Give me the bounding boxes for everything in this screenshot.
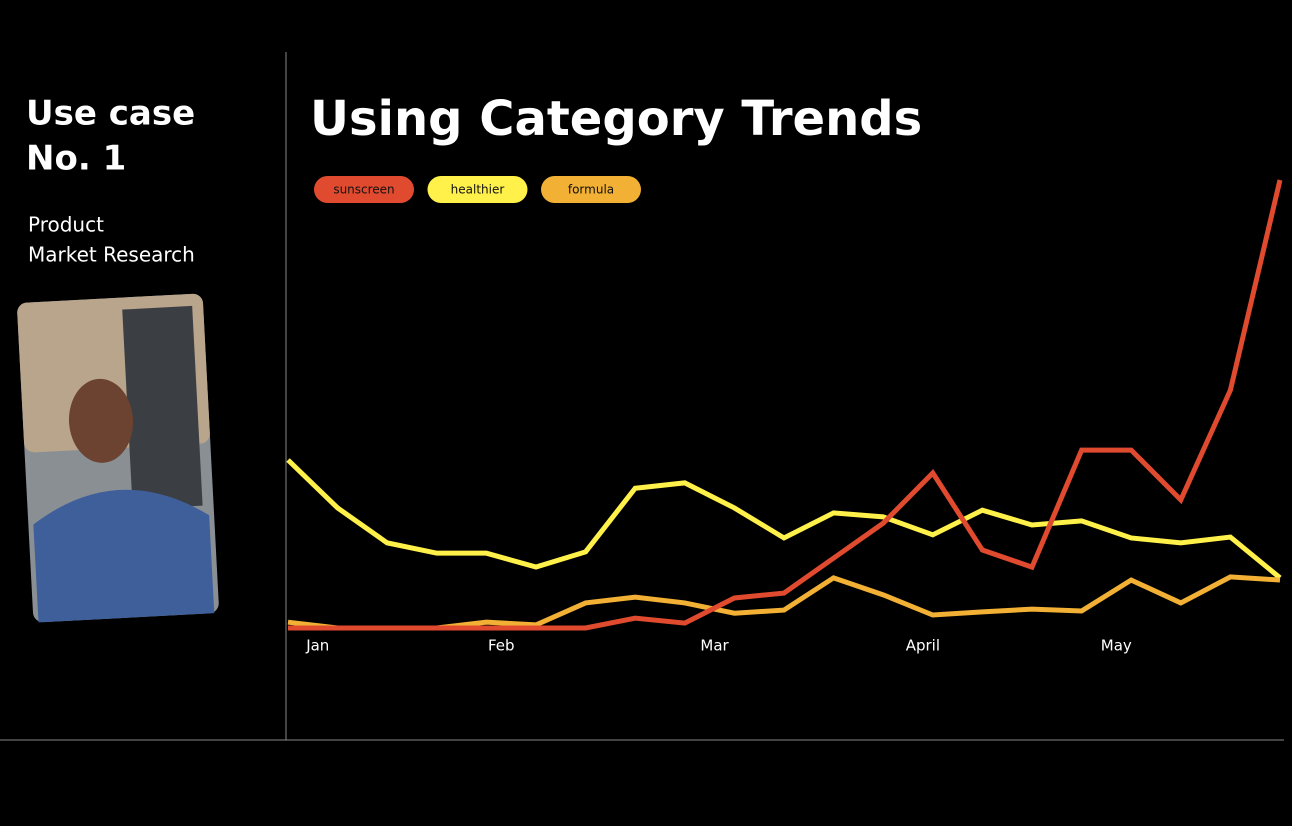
chart-title: Using Category Trends (310, 91, 922, 147)
photo (17, 293, 219, 623)
legend-label: healthier (451, 183, 505, 197)
legend-pill (541, 176, 641, 203)
heading: Use case (26, 94, 195, 134)
photo-shirt (33, 489, 215, 623)
x-tick-label: May (1101, 637, 1132, 655)
x-tick-label: Feb (488, 637, 515, 655)
photo-face (69, 378, 134, 463)
subheading: Market Research (28, 243, 195, 267)
legend-label: formula (568, 183, 614, 197)
heading: No. 1 (26, 139, 126, 179)
legend-pill (427, 176, 528, 203)
series-line (288, 179, 1283, 631)
legend-label: sunscreen (333, 183, 394, 197)
series-line (286, 458, 1282, 580)
subheading: Product (28, 213, 104, 237)
x-tick-label: Mar (700, 637, 729, 655)
x-tick-label: Jan (305, 637, 329, 655)
legend-pill (314, 176, 414, 203)
photo-window (122, 305, 203, 510)
x-tick-label: April (906, 637, 940, 655)
